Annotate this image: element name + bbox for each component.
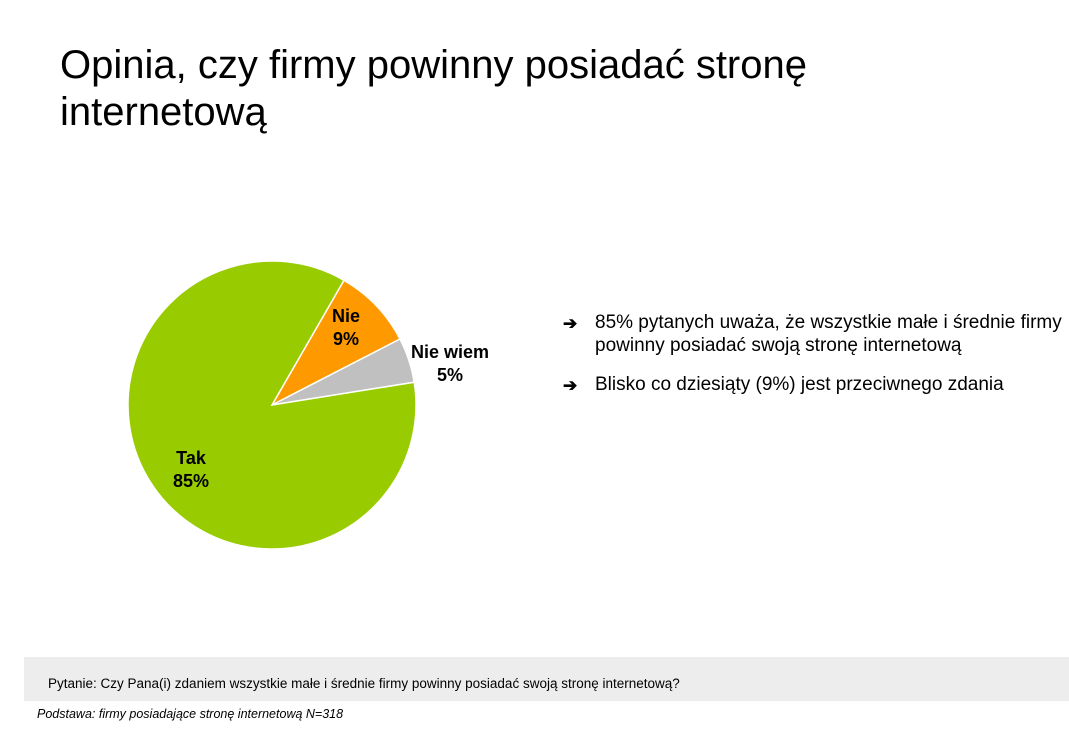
slice-label-nie-wiem: Nie wiem: [411, 342, 489, 362]
slice-value-nie-wiem: 5%: [437, 365, 463, 385]
question-text: Pytanie: Czy Pana(i) zdaniem wszystkie m…: [48, 676, 680, 691]
slice-label-nie: Nie: [332, 306, 360, 326]
sample-basis-note: Podstawa: firmy posiadające stronę inter…: [37, 707, 344, 721]
arrow-right-icon: ➔: [563, 314, 578, 333]
finding-item: ➔ Blisko co dziesiąty (9%) jest przeciwn…: [563, 373, 1063, 396]
finding-text: 85% pytanych uważa, że wszystkie małe i …: [595, 312, 1062, 356]
pie-slice-nie: [270, 279, 402, 407]
key-findings-list: ➔ 85% pytanych uważa, że wszystkie małe …: [563, 311, 1063, 412]
page-title: Opinia, czy firmy powinny posiadać stron…: [60, 43, 807, 134]
slice-value-nie: 9%: [333, 329, 359, 349]
finding-item: ➔ 85% pytanych uważa, że wszystkie małe …: [563, 311, 1063, 357]
arrow-right-icon: ➔: [563, 376, 578, 395]
pie-slice-tak: [127, 260, 417, 550]
question-box: Pytanie: Czy Pana(i) zdaniem wszystkie m…: [24, 657, 1069, 701]
slice-label-tak: Tak: [176, 448, 207, 468]
slice-value-tak: 85%: [173, 471, 209, 491]
finding-text: Blisko co dziesiąty (9%) jest przeciwneg…: [595, 374, 1004, 395]
